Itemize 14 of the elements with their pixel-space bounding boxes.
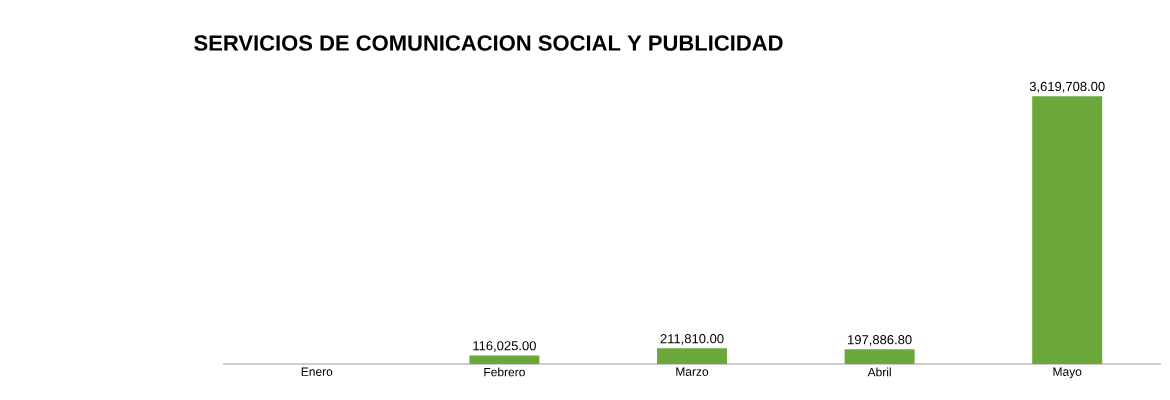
bar <box>1032 96 1103 364</box>
x-tick-label: Febrero <box>484 367 525 377</box>
bar <box>844 349 915 364</box>
data-label: 197,886.80 <box>848 335 912 346</box>
x-tick-label: Marzo <box>676 367 709 376</box>
data-label: 116,025.00 <box>473 341 536 352</box>
x-tick-label: Abril <box>867 367 891 377</box>
x-tick-label: Enero <box>301 367 333 376</box>
chart-title: SERVICIOS DE COMUNICACION SOCIAL Y PUBLICIDAD <box>194 35 783 51</box>
bar <box>657 348 727 364</box>
data-label: 3,619,708.00 <box>1029 81 1105 93</box>
data-label: 211,810.00 <box>660 334 724 345</box>
bar <box>469 355 540 364</box>
x-tick-label: Mayo <box>1053 367 1082 379</box>
